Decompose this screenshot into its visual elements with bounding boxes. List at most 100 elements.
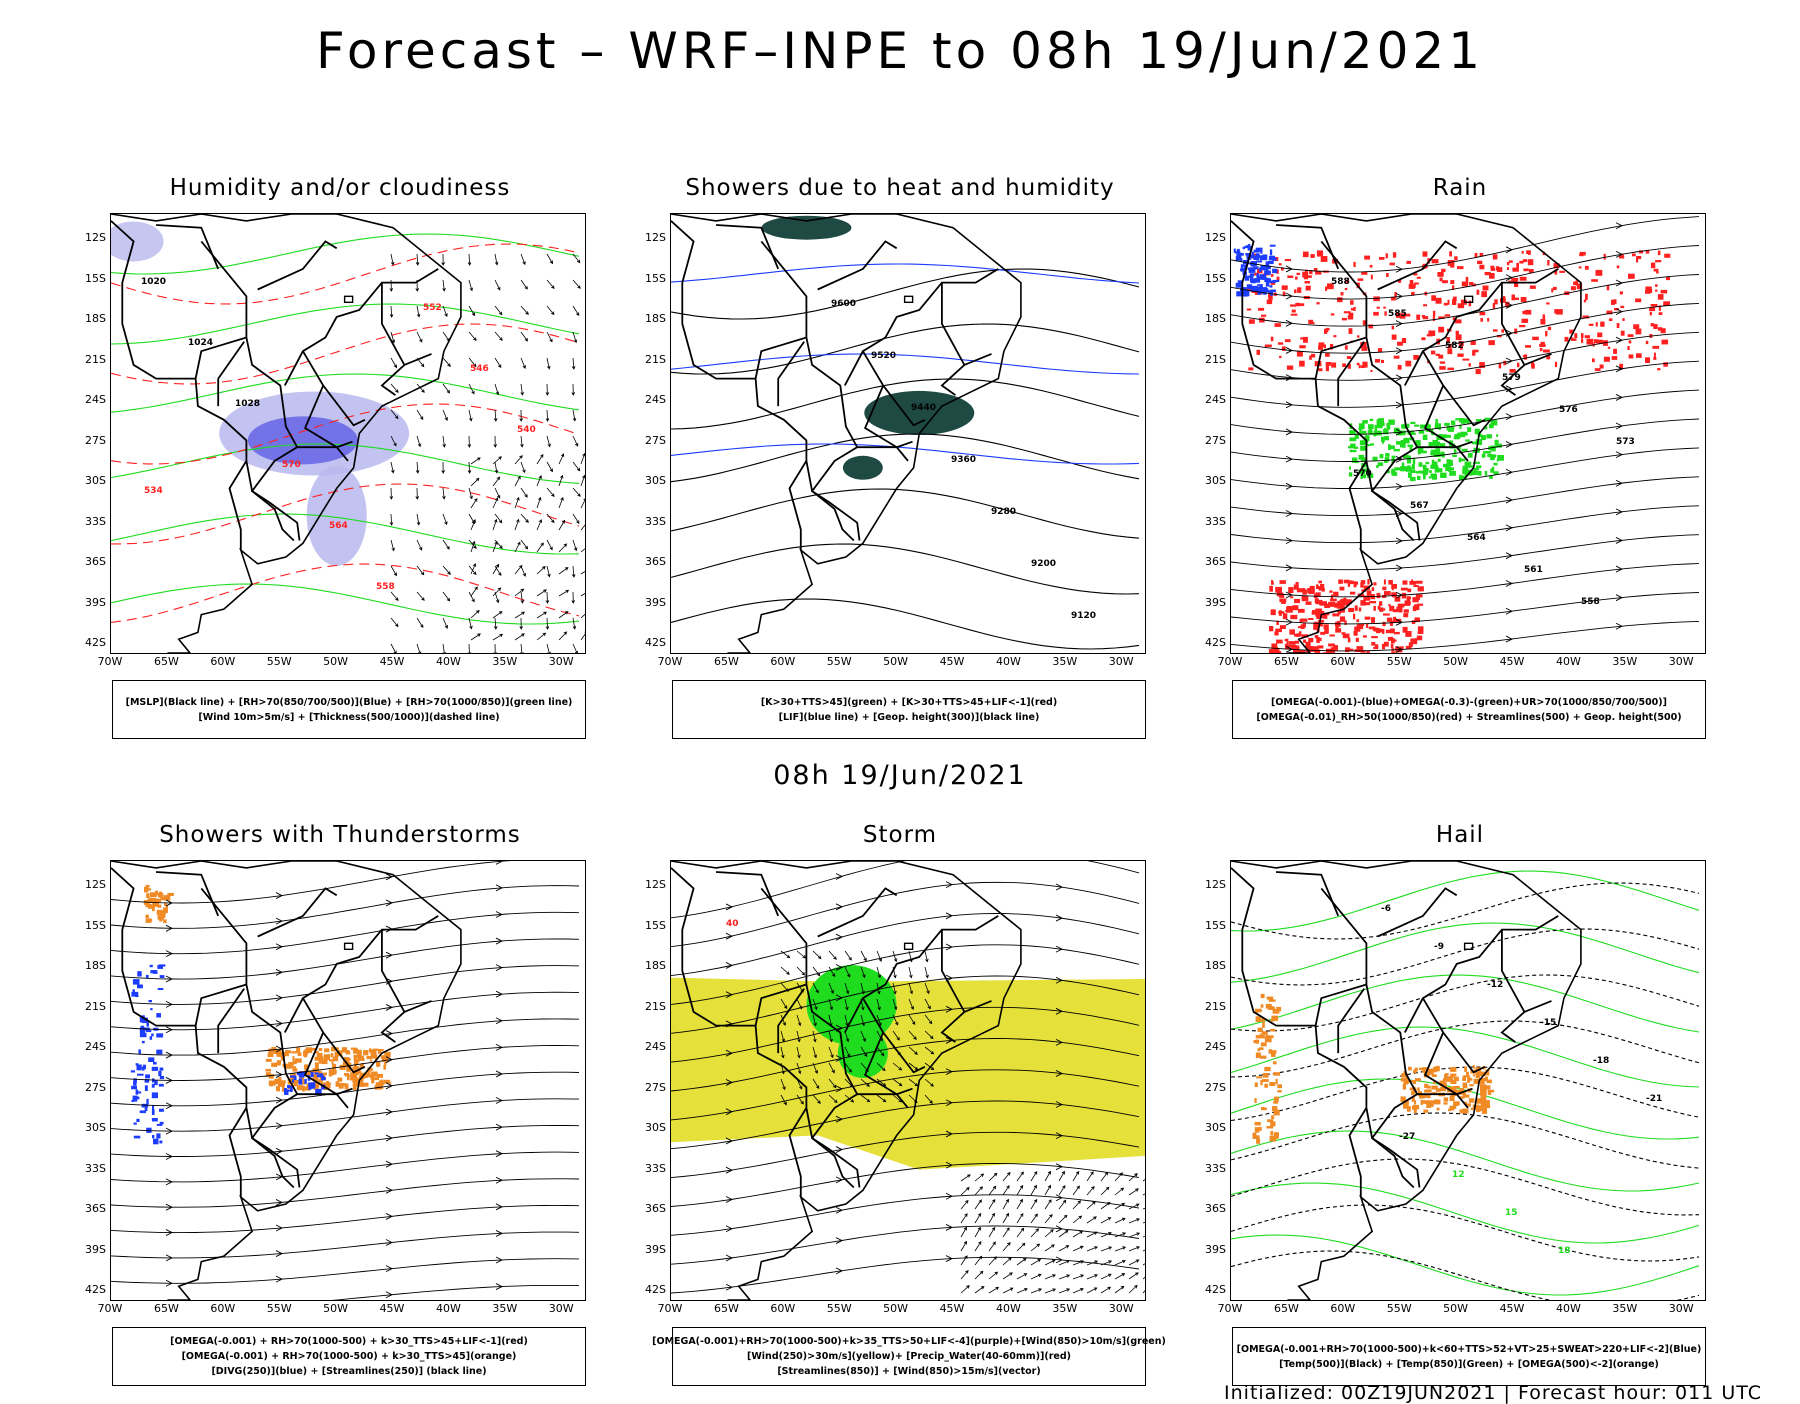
omega-red-area <box>1363 595 1371 601</box>
wind-vector <box>470 477 480 487</box>
omega-red-area <box>1500 298 1506 303</box>
lat-tick-label: 39S <box>85 1242 106 1256</box>
orange-area <box>361 1063 365 1068</box>
omega-red-area <box>1305 601 1312 605</box>
omega500-area <box>1266 1126 1274 1129</box>
omega-red-area <box>1305 641 1311 647</box>
wind-vector <box>545 383 550 396</box>
omega-red-area <box>1350 591 1356 595</box>
omega-green-area <box>1406 467 1410 472</box>
wind-vector <box>974 1186 983 1196</box>
omega-red-area <box>1417 586 1424 592</box>
omega-red-area <box>1391 584 1397 589</box>
omega-blue-area <box>1242 292 1248 297</box>
orange-area <box>294 1058 302 1063</box>
omega-green-area <box>1458 475 1465 481</box>
omega-red-area <box>1270 274 1274 277</box>
omega-red-area <box>1581 333 1584 338</box>
streamline-arrow <box>725 932 734 940</box>
omega-red-area <box>1532 336 1539 341</box>
omega-red-area <box>1472 351 1476 356</box>
divergence-area <box>137 984 143 989</box>
orange-area <box>145 914 149 918</box>
omega-green-area <box>1422 470 1428 475</box>
omega-green-area <box>1372 456 1378 461</box>
omega500-area <box>1425 1100 1432 1105</box>
omega500-area <box>1450 1080 1457 1084</box>
omega-blue-area <box>1265 261 1270 267</box>
valid-time-title: 08h 19/Jun/2021 <box>773 760 1027 791</box>
lon-tick-label: 60W <box>1330 1302 1356 1315</box>
omega-green-area <box>1407 430 1415 435</box>
omega-blue-area <box>1269 285 1273 288</box>
omega-red-area <box>1405 645 1412 649</box>
wind-vector <box>494 331 503 341</box>
lat-tick-label: 24S <box>645 393 666 406</box>
wind-vector <box>493 643 497 653</box>
omega-red-area <box>1268 292 1272 299</box>
omega500-area <box>1264 1036 1272 1043</box>
wind-vector <box>1058 1260 1070 1266</box>
orange-area <box>268 1048 273 1054</box>
orange-area <box>383 1079 390 1082</box>
omega-red-area <box>1468 300 1472 307</box>
omega-green-area <box>1443 463 1448 468</box>
lat-tick-label: 27S <box>645 1080 666 1094</box>
wind-vector <box>558 474 564 487</box>
wind-vector <box>494 305 503 316</box>
wind-vector <box>1058 1199 1067 1210</box>
omega-red-area <box>1521 318 1529 323</box>
wind-vector <box>442 591 451 602</box>
streamline-arrow <box>495 861 504 865</box>
omega-blue-area <box>1248 243 1251 250</box>
omega-red-area <box>1371 617 1375 623</box>
omega-red-area <box>1391 297 1396 301</box>
orange-area <box>323 1054 330 1060</box>
divergence-area <box>159 975 165 978</box>
omega500-area <box>1262 1022 1265 1028</box>
orange-area <box>372 1052 376 1058</box>
omega500-area <box>1260 1004 1264 1008</box>
orange-area <box>347 1058 351 1061</box>
omega-red-area <box>1409 280 1414 286</box>
omega-red-area <box>1393 355 1400 359</box>
omega-red-area <box>1474 253 1478 258</box>
omega-green-area <box>1458 457 1462 463</box>
omega-red-area <box>1391 586 1394 591</box>
orange-area <box>148 904 155 909</box>
streamline-arrow <box>835 1176 844 1184</box>
omega-green-area <box>1379 454 1384 459</box>
omega-red-area <box>1512 267 1519 272</box>
wind-vector <box>470 610 480 619</box>
orange-area <box>286 1063 292 1069</box>
wind-vector <box>1044 1170 1051 1182</box>
divergence-area <box>136 1118 140 1122</box>
wind-vector <box>1100 1260 1113 1266</box>
omega500-area <box>1271 1015 1279 1021</box>
omega-red-area <box>1274 323 1281 327</box>
wind-vector <box>860 1078 870 1087</box>
wind-vector <box>908 1078 919 1087</box>
wind-vector <box>546 539 553 551</box>
wind-vector <box>467 253 472 266</box>
omega500-area <box>1450 1086 1457 1093</box>
contour-label: 546 <box>470 364 489 374</box>
wind-vector <box>892 998 898 1011</box>
omega-red-area <box>1446 337 1450 343</box>
wind-vector <box>520 487 528 498</box>
wind-vector <box>828 1030 833 1043</box>
streamline-arrow <box>1055 976 1064 984</box>
orange-area <box>325 1083 331 1089</box>
wind-vector <box>1030 1243 1041 1252</box>
omega-green-area <box>1400 466 1407 472</box>
streamline-arrow <box>275 1275 284 1283</box>
omega500-area <box>1260 1042 1267 1047</box>
omega500-area <box>1261 1031 1268 1035</box>
divergence-area <box>157 988 164 990</box>
omega-red-area <box>1343 311 1351 314</box>
rh-contour <box>111 583 580 625</box>
omega-red-area <box>1512 297 1519 300</box>
streamline-arrow <box>1615 222 1624 230</box>
wind-vector <box>520 591 525 604</box>
lon-tick-label: 55W <box>266 655 292 668</box>
